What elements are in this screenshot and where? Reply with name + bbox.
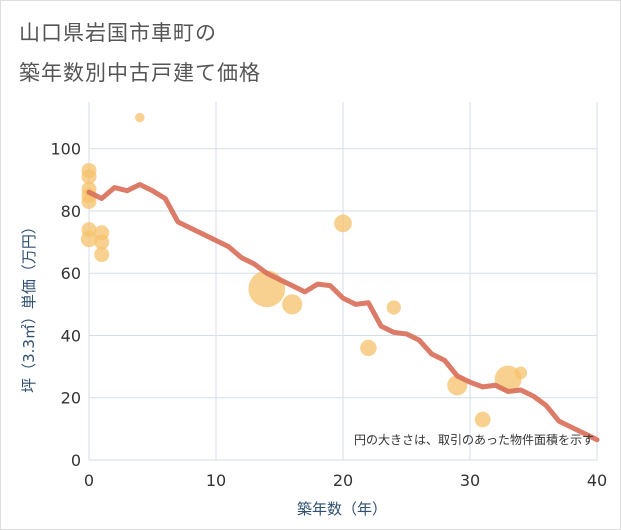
- bubble-point-6: [80, 230, 98, 248]
- y-tick-label-3: 60: [61, 264, 81, 283]
- y-tick-label-0: 0: [71, 451, 81, 470]
- bubble-point-1: [81, 169, 97, 185]
- bubble-point-4: [81, 194, 97, 210]
- size-note: 円の大きさは、取引のあった物件面積を示す: [354, 432, 594, 447]
- bubble-point-8: [94, 234, 110, 250]
- bubble-point-13: [334, 214, 352, 233]
- y-tick-label-5: 100: [50, 140, 81, 159]
- x-tick-label-1: 10: [206, 471, 226, 490]
- bubble-point-10: [135, 112, 145, 123]
- x-tick-label-0: 0: [84, 471, 94, 490]
- y-tick-label-4: 80: [61, 202, 81, 221]
- bubble-series: [80, 112, 528, 428]
- x-tick-label-2: 20: [333, 471, 353, 490]
- y-tick-label-1: 20: [61, 389, 81, 408]
- trend-series: [86, 181, 600, 443]
- bubble-point-15: [386, 300, 401, 315]
- y-axis-label: 坪（3.3㎡）単価（万円）: [20, 219, 38, 393]
- chart-title-line-2: 築年数別中古戸建て価格: [19, 61, 261, 85]
- tick-labels: 0 10 20 30 40 0 20 40 60 80 100: [50, 140, 607, 490]
- bubble-point-19: [514, 366, 528, 380]
- x-axis-label: 築年数（年）: [297, 500, 387, 518]
- bubble-point-9: [94, 247, 110, 263]
- bubble-point-17: [474, 411, 491, 428]
- y-tick-label-2: 40: [61, 326, 81, 345]
- x-tick-label-4: 40: [587, 471, 607, 490]
- trend-line: [86, 181, 600, 443]
- grid-lines: [88, 102, 598, 461]
- x-tick-label-3: 30: [460, 471, 480, 490]
- bubble-point-12: [282, 294, 303, 315]
- chart-title-line-1: 山口県岩国市車町の: [19, 21, 217, 45]
- bubble-point-14: [360, 339, 377, 357]
